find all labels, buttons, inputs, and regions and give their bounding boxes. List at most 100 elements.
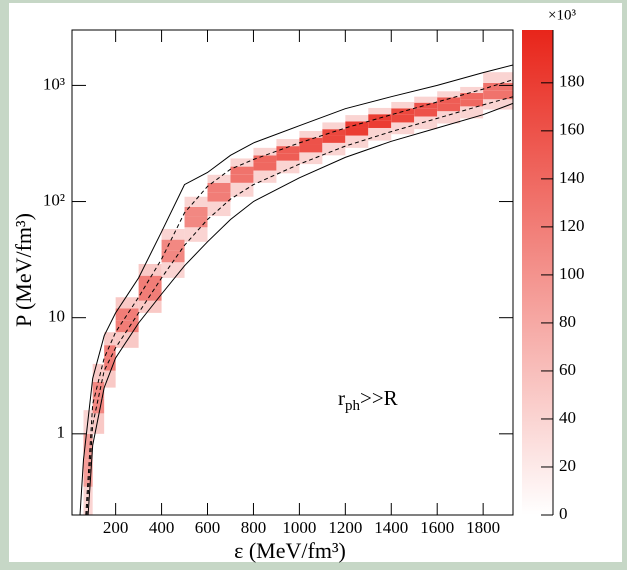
colorbar-tick-label: 80 [559, 312, 576, 331]
plot-area [79, 64, 513, 515]
heatmap-cell [253, 170, 277, 183]
contour-line [79, 64, 513, 515]
heatmap-cell [414, 102, 438, 109]
colorbar [522, 30, 553, 515]
heatmap-cell [345, 127, 369, 136]
heatmap-cell [207, 182, 231, 193]
heatmap-cell [299, 137, 323, 145]
heatmap-cell [437, 103, 461, 112]
heatmap-cell [414, 108, 438, 117]
heatmap-cell [92, 413, 105, 434]
heatmap-cell [138, 300, 162, 313]
heatmap-cell [345, 121, 369, 128]
x-tick-label: 1200 [328, 518, 362, 537]
colorbar-tick-label: 40 [559, 408, 576, 427]
heatmap-cell [104, 345, 116, 358]
heatmap-cell [460, 93, 484, 100]
heatmap-cell [184, 196, 208, 207]
heatmap-cell [345, 135, 369, 148]
colorbar-tick-label: 60 [559, 360, 576, 379]
colorbar-tick-label: 0 [559, 504, 568, 523]
heatmap-cell [276, 146, 300, 154]
heatmap-cell [92, 381, 105, 399]
heatmap-cell [104, 370, 116, 388]
heatmap-cell [368, 107, 392, 115]
colorbar-tick-label: 140 [559, 168, 585, 187]
heatmap-cell [83, 459, 93, 487]
heatmap-cell [437, 91, 461, 98]
heatmap-cell [104, 332, 116, 346]
heatmap-cell [299, 144, 323, 153]
heatmap-cell [345, 115, 369, 122]
y-tick-label: 10² [43, 190, 65, 209]
x-tick-label: 600 [195, 518, 221, 537]
heatmap-cell [322, 122, 346, 130]
annotation-main: r [338, 386, 345, 410]
heatmap-cell [207, 174, 231, 183]
heatmap-cell [437, 111, 461, 124]
panel [9, 3, 622, 562]
heatmap-cell [92, 363, 105, 382]
x-tick-label: 1000 [282, 518, 316, 537]
heatmap-cell [368, 114, 392, 121]
heatmap-cell [253, 162, 277, 171]
heatmap-cell [184, 227, 208, 242]
heatmap-cell [230, 182, 254, 197]
heatmap-cell [460, 106, 484, 119]
heatmap-cell [276, 153, 300, 161]
heatmap-cell [115, 297, 139, 309]
heatmap-cell [299, 152, 323, 165]
heatmap-cell [483, 90, 513, 100]
colorbar-tick-label: 160 [559, 120, 585, 139]
colorbar-tick-label: 120 [559, 216, 585, 235]
y-tick-label: 10 [48, 307, 65, 326]
x-tick-label: 1600 [420, 518, 454, 537]
heatmap-cell [92, 398, 105, 414]
heatmap-cell [322, 142, 346, 156]
colorbar-tick-label: 20 [559, 456, 576, 475]
x-axis-label: ε (MeV/fm³) [234, 538, 346, 563]
heatmap-cell [483, 99, 513, 110]
annotation-sub: ph [345, 398, 361, 414]
x-tick-label: 200 [103, 518, 129, 537]
heatmap-cell [138, 263, 162, 276]
heatmap-cell [104, 357, 116, 371]
heatmap-cell [161, 250, 185, 263]
x-tick-label: 400 [149, 518, 175, 537]
heatmap-cell [253, 155, 277, 163]
heatmap-cell [253, 147, 277, 156]
y-tick-label: 10³ [43, 74, 65, 93]
annotation-rest: >>R [360, 386, 398, 410]
heatmap-cell [115, 308, 139, 321]
y-tick-label: 1 [57, 423, 66, 442]
y-axis-label: P (MeV/fm³) [11, 213, 36, 327]
heatmap-cell [138, 275, 162, 289]
heatmap-cell [276, 139, 300, 147]
heatmap-cell [161, 239, 185, 251]
heatmap-cell [368, 120, 392, 128]
heatmap-cell [230, 174, 254, 183]
colorbar-tick-label: 100 [559, 264, 585, 283]
heatmap-cell [460, 99, 484, 107]
plot-frame [71, 29, 514, 516]
heatmap-cell [161, 262, 185, 278]
heatmap-cell [299, 131, 323, 138]
heatmap-cell [184, 206, 208, 217]
heatmap-cell [184, 216, 208, 228]
heatmap-cell [115, 320, 139, 333]
heatmap-cell [414, 96, 438, 103]
heatmap-cell [322, 129, 346, 136]
heatmap-cell [138, 288, 162, 301]
contour-line [85, 79, 513, 515]
x-tick-label: 1800 [466, 518, 500, 537]
heatmap-cell [83, 433, 93, 460]
heatmap-cell [483, 72, 513, 83]
heatmap-cell [414, 116, 438, 130]
x-tick-label: 1400 [374, 518, 408, 537]
heatmap-cell [161, 229, 185, 240]
heatmap-cell [460, 86, 484, 94]
heatmap-cell [368, 127, 392, 141]
heatmap-cell [391, 101, 415, 109]
